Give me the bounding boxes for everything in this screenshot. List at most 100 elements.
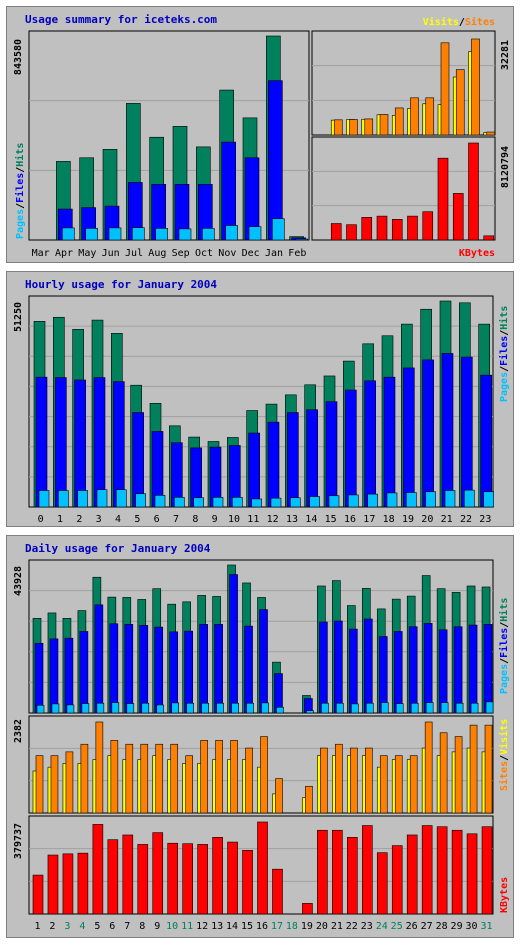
daily-files-bar <box>154 626 164 714</box>
hourly-pages-bar <box>328 495 340 508</box>
daily-pages-bar <box>276 706 284 714</box>
daily-sites-bar <box>215 740 223 814</box>
daily-sites-bar <box>245 747 253 814</box>
daily-pages-bar <box>485 701 494 714</box>
hourly-files-bar <box>461 356 473 508</box>
hourly-pages-bar <box>386 492 398 508</box>
daily-pages-bar <box>66 704 75 714</box>
daily-pages-bar <box>156 704 165 714</box>
monthly-pages-bar <box>295 238 308 241</box>
hour-tick-label: 13 <box>286 514 298 525</box>
day-tick-label: 3 <box>64 921 70 932</box>
daily-files-bar <box>349 628 358 714</box>
daily-sites-bar <box>125 743 134 814</box>
legend-part: / <box>15 167 26 173</box>
daily-pages-bar <box>321 702 329 714</box>
hour-tick-label: 17 <box>363 514 375 525</box>
day-tick-label: 16 <box>256 921 268 932</box>
monthly-kbytes-max-label: 8120794 <box>500 146 511 188</box>
hourly-files-bar <box>267 421 280 508</box>
day-tick-label: 11 <box>181 921 193 932</box>
legend-part: Files <box>498 336 510 366</box>
monthly-sites-max-label: 32281 <box>500 40 511 70</box>
hourly-pages-bar <box>309 496 320 508</box>
day-tick-label: 19 <box>301 921 313 932</box>
monthly-pages-bar <box>108 227 122 241</box>
day-tick-label: 22 <box>346 921 358 932</box>
daily-files-bar <box>319 621 328 714</box>
hourly-pages-bar <box>77 490 88 508</box>
monthly-right-top-legend: Visits/Sites <box>423 16 495 28</box>
hour-tick-label: 8 <box>192 514 198 525</box>
daily-kbytes-bar <box>421 825 433 915</box>
daily-files-bar <box>184 630 193 714</box>
hourly-pages-bar <box>58 490 69 508</box>
daily-kbytes-bar <box>376 852 388 915</box>
daily-kbytes-bar <box>272 868 283 915</box>
daily-sites-bar <box>275 778 283 814</box>
hour-tick-label: 23 <box>479 514 491 525</box>
daily-files-bar <box>124 624 134 714</box>
daily-pages-bar <box>246 702 254 714</box>
daily-files-bar <box>408 626 418 714</box>
hour-tick-label: 11 <box>247 514 259 525</box>
legend-part: / <box>15 203 26 209</box>
day-tick-label: 8 <box>139 921 145 932</box>
day-tick-label: 24 <box>376 921 388 932</box>
monthly-sites-bar <box>394 107 404 136</box>
daily-kbytes-bar <box>436 826 448 915</box>
hourly-pages-bar <box>38 490 50 508</box>
legend-part: Hits <box>14 143 26 167</box>
hourly-files-bar <box>132 412 144 508</box>
daily-pages-bar <box>425 702 434 714</box>
hourly-files-bar <box>306 409 318 508</box>
legend-part: / <box>499 658 510 664</box>
legend-part: / <box>499 366 510 372</box>
hourly-files-bar <box>93 377 106 508</box>
monthly-kbytes-bar <box>407 215 418 241</box>
daily-pages-bar <box>111 702 120 714</box>
daily-kbytes-bar <box>197 844 208 915</box>
monthly-pages-bar <box>178 228 192 241</box>
legend-part: Files <box>14 173 26 203</box>
month-tick-label: Aug <box>148 248 166 259</box>
daily-kbytes-bar <box>347 837 358 915</box>
hour-tick-label: 12 <box>267 514 279 525</box>
daily-files-bar <box>49 638 59 714</box>
monthly-chart-title: Usage summary for iceteks.com <box>25 13 218 26</box>
daily-files-bar <box>378 636 388 714</box>
hourly-pages-bar <box>174 497 185 508</box>
daily-kbytes-bar <box>242 850 253 915</box>
day-tick-label: 13 <box>211 921 223 932</box>
daily-kbytes-bar <box>107 839 119 915</box>
monthly-sites-bar <box>364 118 374 136</box>
monthly-hits-max-label: 843580 <box>13 39 24 75</box>
month-tick-label: Dec <box>242 248 260 259</box>
hourly-pages-bar <box>425 491 436 508</box>
daily-pages-bar <box>306 710 314 714</box>
day-tick-label: 2 <box>49 921 55 932</box>
monthly-kbytes-bar <box>361 217 373 241</box>
legend-part: Sites <box>498 761 510 791</box>
daily-pages-bar <box>410 702 419 714</box>
hourly-files-bar <box>55 377 67 508</box>
daily-sites-bar <box>140 743 149 814</box>
daily-kbytes-bar <box>137 844 149 915</box>
monthly-sites-bar <box>349 119 358 136</box>
daily-kbytes-bar <box>122 834 134 915</box>
daily-pages-bar <box>365 702 374 714</box>
daily-kbytes-bar <box>152 832 164 915</box>
legend-part: Sites <box>465 16 495 28</box>
hourly-pages-bar <box>483 491 494 508</box>
legend-part: Pages <box>499 372 510 402</box>
daily-sites-bar <box>110 740 119 814</box>
hourly-pages-bar <box>251 498 262 508</box>
month-tick-label: Apr <box>55 248 73 259</box>
hourly-files-bar <box>403 367 415 508</box>
monthly-pages-bar <box>202 228 215 241</box>
daily-pages-bar <box>96 702 105 714</box>
daily-kbytes-bar <box>182 843 193 915</box>
day-tick-label: 18 <box>286 921 298 932</box>
daily-pages-bar <box>126 703 135 714</box>
